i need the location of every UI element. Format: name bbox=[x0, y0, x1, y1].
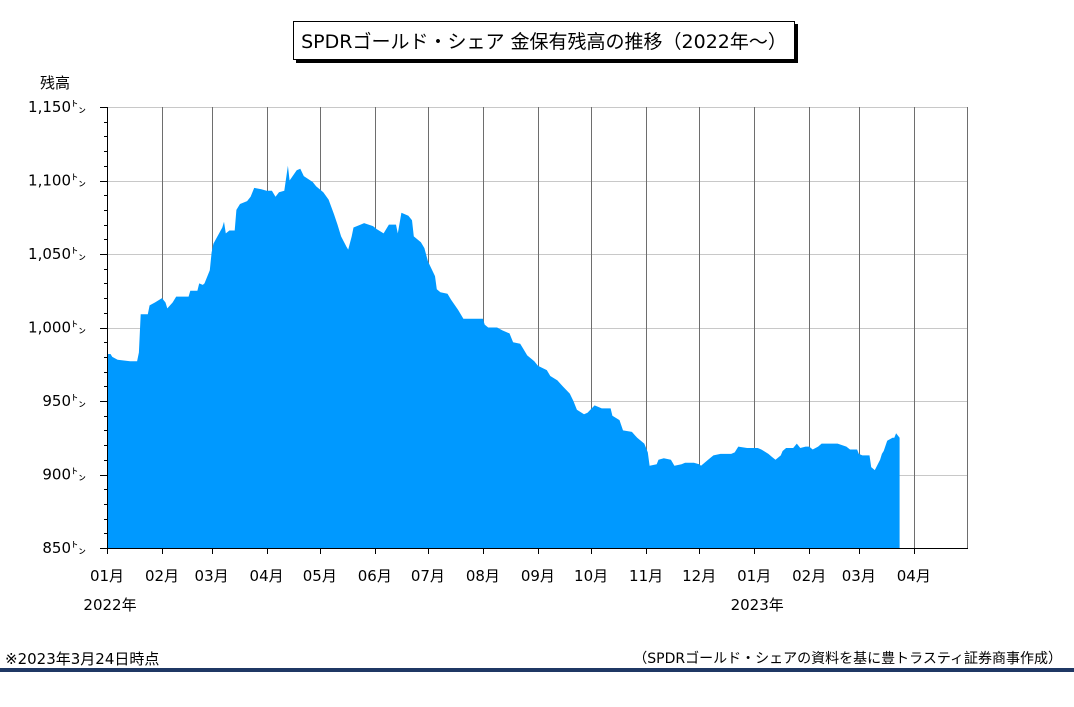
bottom-rule bbox=[0, 668, 1074, 672]
x-tick-label: 05月 bbox=[303, 567, 337, 585]
y-tick-label: 950㌧ bbox=[42, 392, 86, 410]
x-tick-label: 07月 bbox=[411, 567, 445, 585]
x-tick-label: 04月 bbox=[250, 567, 284, 585]
x-tick-label: 02月 bbox=[792, 567, 826, 585]
axes bbox=[100, 107, 968, 554]
x-tick-label: 01月 bbox=[737, 567, 771, 585]
as-of-note: ※2023年3月24日時点 bbox=[5, 650, 160, 668]
y-tick-label: 1,000㌧ bbox=[28, 319, 86, 337]
x-tick-label: 04月 bbox=[897, 567, 931, 585]
x-tick-label: 11月 bbox=[629, 567, 663, 585]
y-tick-label: 850㌧ bbox=[42, 539, 86, 557]
x-tick-label: 12月 bbox=[682, 567, 716, 585]
x-tick-label: 03月 bbox=[842, 567, 876, 585]
x-tick-label: 10月 bbox=[574, 567, 608, 585]
y-axis-title: 残高 bbox=[40, 74, 70, 92]
x-tick-label: 03月 bbox=[195, 567, 229, 585]
y-tick-label: 1,100㌧ bbox=[28, 172, 86, 190]
holdings-area bbox=[107, 165, 900, 549]
y-tick-label: 1,050㌧ bbox=[28, 245, 86, 263]
chart-title: SPDRゴールド・シェア 金保有残高の推移（2022年～） bbox=[301, 31, 787, 53]
x-tick-label: 09月 bbox=[521, 567, 555, 585]
y-tick-label: 900㌧ bbox=[42, 466, 86, 484]
x-tick-label: 01月 bbox=[90, 567, 124, 585]
chart-title-box: SPDRゴールド・シェア 金保有残高の推移（2022年～） bbox=[293, 21, 795, 60]
year-label: 2022年 bbox=[83, 596, 136, 614]
source-note: （SPDRゴールド・シェアの資料を基に豊トラスティ証券商事作成） bbox=[633, 651, 1062, 667]
x-tick-label: 02月 bbox=[145, 567, 179, 585]
x-tick-label: 06月 bbox=[358, 567, 392, 585]
y-tick-label: 1,150㌧ bbox=[28, 98, 86, 116]
x-tick-label: 08月 bbox=[466, 567, 500, 585]
year-label: 2023年 bbox=[731, 596, 784, 614]
